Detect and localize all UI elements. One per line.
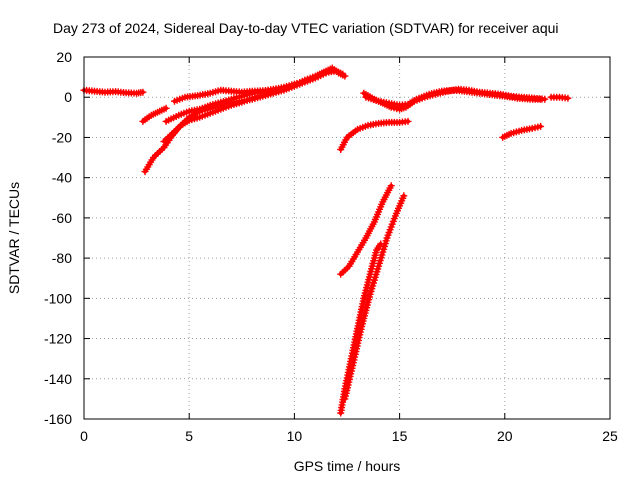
y-axis-label: SDTVAR / TECUs bbox=[6, 182, 22, 294]
series-track-14 bbox=[341, 192, 408, 403]
chart-title: Day 273 of 2024, Sidereal Day-to-day VTE… bbox=[53, 20, 559, 36]
series-track-2 bbox=[139, 104, 170, 125]
x-axis-label: GPS time / hours bbox=[294, 458, 401, 474]
series-markers bbox=[139, 104, 170, 125]
x-tick-label: 15 bbox=[392, 428, 408, 444]
x-tick-label: 10 bbox=[287, 428, 303, 444]
series-markers bbox=[171, 67, 347, 105]
y-tick-label: -60 bbox=[52, 210, 72, 226]
y-tick-label: -140 bbox=[44, 371, 72, 387]
y-tick-label: -100 bbox=[44, 290, 72, 306]
y-tick-label: -80 bbox=[52, 250, 72, 266]
series-markers bbox=[547, 93, 572, 102]
series-markers bbox=[362, 86, 545, 109]
series-track-9 bbox=[362, 86, 545, 109]
series-track-7 bbox=[337, 117, 412, 153]
series-markers bbox=[337, 117, 412, 153]
series-track-13 bbox=[337, 240, 385, 417]
y-tick-label: 0 bbox=[64, 89, 72, 105]
y-tick-label: 20 bbox=[56, 49, 72, 65]
y-tick-label: -20 bbox=[52, 129, 72, 145]
series-track-12 bbox=[337, 182, 395, 278]
x-tick-label: 25 bbox=[602, 428, 618, 444]
y-tick-label: -120 bbox=[44, 331, 72, 347]
series-track-10 bbox=[547, 93, 572, 102]
y-tick-label: -40 bbox=[52, 170, 72, 186]
series-track-6 bbox=[171, 67, 347, 105]
y-tick-label: -160 bbox=[44, 411, 72, 427]
data-series bbox=[80, 64, 572, 417]
series-markers bbox=[337, 182, 395, 278]
plot-frame bbox=[83, 56, 611, 420]
axis-ticks: 0 5 10 15 20 25 20 0 -20 -40 -60 -80 -100 -120 -140 -16… bbox=[44, 49, 618, 444]
x-tick-label: 20 bbox=[497, 428, 513, 444]
x-tick-label: 5 bbox=[185, 428, 193, 444]
series-track-11 bbox=[499, 122, 545, 141]
series-markers bbox=[341, 192, 408, 403]
series-markers bbox=[499, 122, 545, 141]
x-tick-label: 0 bbox=[80, 428, 88, 444]
